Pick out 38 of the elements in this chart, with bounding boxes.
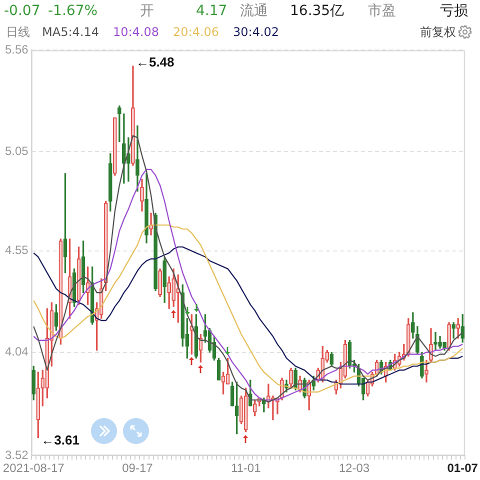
- x-tick-label: 11-01: [230, 461, 262, 476]
- x-tick-label: 09-17: [122, 461, 154, 476]
- text: 日线: [6, 25, 30, 39]
- x-tick-label: 12-03: [338, 461, 370, 476]
- annotation: ←3.61: [41, 432, 80, 448]
- text: 流通: [240, 3, 268, 19]
- text: -0.07: [4, 3, 40, 19]
- text: MA5:4.14: [42, 25, 99, 39]
- text: 16.35亿: [290, 3, 344, 19]
- candlestick: [158, 268, 162, 297]
- candlestick: [424, 360, 428, 382]
- candlestick: [289, 368, 293, 388]
- candlestick: [144, 173, 148, 244]
- candlestick: [452, 322, 456, 339]
- y-tick-label: 4.04: [4, 344, 29, 359]
- text: 4.17: [196, 3, 228, 19]
- text: 30:4.02: [233, 25, 280, 39]
- y-tick-label: 4.55: [4, 243, 29, 258]
- text: 开: [140, 3, 154, 19]
- annotation: ←5.48: [136, 54, 174, 70]
- text: 亏损: [440, 3, 468, 19]
- candlestick: [131, 66, 135, 166]
- text: 前复权: [420, 25, 456, 39]
- y-tick-label: 5.56: [4, 42, 29, 57]
- candlestick: [447, 322, 451, 351]
- text: 20:4.06: [173, 25, 220, 39]
- y-tick-label: 5.05: [4, 144, 29, 158]
- x-tick-label: 01-07: [447, 461, 478, 476]
- text: 市盈: [368, 3, 396, 19]
- candlestick: [442, 342, 446, 351]
- x-tick-label: 2021-08-17: [2, 461, 65, 476]
- candlestick: [140, 179, 144, 212]
- candlestick: [136, 125, 140, 192]
- candlestick: [438, 336, 442, 349]
- text: -1.67%: [48, 3, 98, 19]
- y-tick-label: 3.52: [4, 448, 29, 462]
- text: 10:4.08: [112, 25, 159, 39]
- candlestick: [162, 256, 166, 303]
